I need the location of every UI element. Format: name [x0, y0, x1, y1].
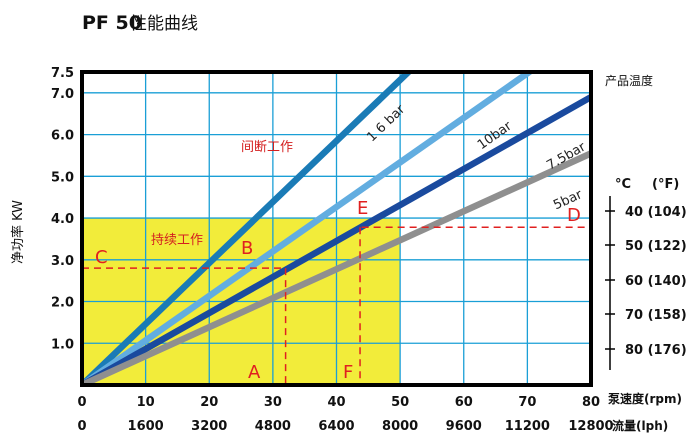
x-tick-label: 10	[137, 395, 155, 410]
temp-scale: 40 (104) 50 (122) 60 (140) 70 (158) 80 (176)	[605, 205, 687, 358]
plot-border	[80, 70, 593, 387]
chart-title-suffix: 性能曲线	[130, 14, 198, 34]
flow-tick-label: 8000	[382, 419, 418, 434]
flow-tick-label: 3200	[191, 419, 227, 434]
temp-label: 80 (176)	[625, 343, 687, 358]
temp-label: 70 (158)	[625, 308, 687, 323]
y-tick-label: 5.0	[51, 170, 74, 185]
marker-b: B	[241, 238, 253, 259]
grid	[82, 72, 591, 385]
flow-tick-label: 11200	[505, 419, 550, 434]
x-tick-label: 60	[455, 395, 473, 410]
marker-e: E	[357, 198, 368, 219]
x-tick-labels: 0 10 20 30 40 50 60 70 80	[77, 395, 600, 410]
flow-tick-label: 1600	[128, 419, 164, 434]
x-tick-label: 0	[77, 395, 86, 410]
y-tick-label: 7.5	[51, 66, 74, 81]
y-tick-label: 3.0	[51, 254, 74, 269]
x-tick-label: 80	[582, 395, 600, 410]
series-line	[82, 72, 412, 385]
continuous-work-label: 持续工作	[151, 233, 203, 248]
y-tick-label: 1.0	[51, 337, 74, 352]
marker-f: F	[343, 362, 353, 383]
intermittent-work-label: 间断工作	[241, 140, 293, 155]
series-line	[82, 150, 591, 385]
x-tick-label: 30	[264, 395, 282, 410]
temp-header-f: (°F)	[652, 177, 679, 192]
flow-tick-labels: 0 1600 3200 4800 6400 8000 9600 11200 12800	[77, 419, 613, 434]
temp-label: 50 (122)	[625, 239, 687, 254]
flow-tick-label: 9600	[446, 419, 482, 434]
y-axis-label: 净功率 KW	[10, 200, 26, 264]
temp-header-c: °C	[615, 177, 631, 192]
x-tick-label: 70	[518, 395, 536, 410]
temp-title: 产品温度	[605, 73, 653, 88]
flow-tick-label: 0	[77, 419, 86, 434]
series-line	[82, 93, 591, 385]
y-tick-label: 6.0	[51, 129, 74, 144]
chart-title: PF 50	[82, 12, 142, 34]
y-tick-label: 2.0	[51, 296, 74, 311]
series-group	[82, 72, 591, 385]
x-tick-label: 40	[327, 395, 345, 410]
y-tick-label: 7.0	[51, 87, 74, 102]
series-line	[82, 72, 533, 385]
y-tick-labels: 1.0 2.0 3.0 4.0 5.0 6.0 7.0 7.5	[51, 66, 74, 352]
y-tick-label: 4.0	[51, 212, 74, 227]
x-tick-label: 20	[200, 395, 218, 410]
x-axis-label-rpm: 泵速度(rpm)	[608, 391, 682, 406]
x-tick-label: 50	[391, 395, 409, 410]
flow-tick-label: 12800	[568, 419, 613, 434]
temp-label: 60 (140)	[625, 274, 687, 289]
x-axis-label-flow: 流量(lph)	[612, 418, 668, 433]
marker-a: A	[248, 362, 261, 383]
flow-tick-label: 4800	[255, 419, 291, 434]
marker-c: C	[95, 247, 108, 268]
temp-label: 40 (104)	[625, 205, 687, 220]
marker-d: D	[567, 205, 581, 226]
flow-tick-label: 6400	[318, 419, 354, 434]
guide-lines	[82, 226, 585, 385]
